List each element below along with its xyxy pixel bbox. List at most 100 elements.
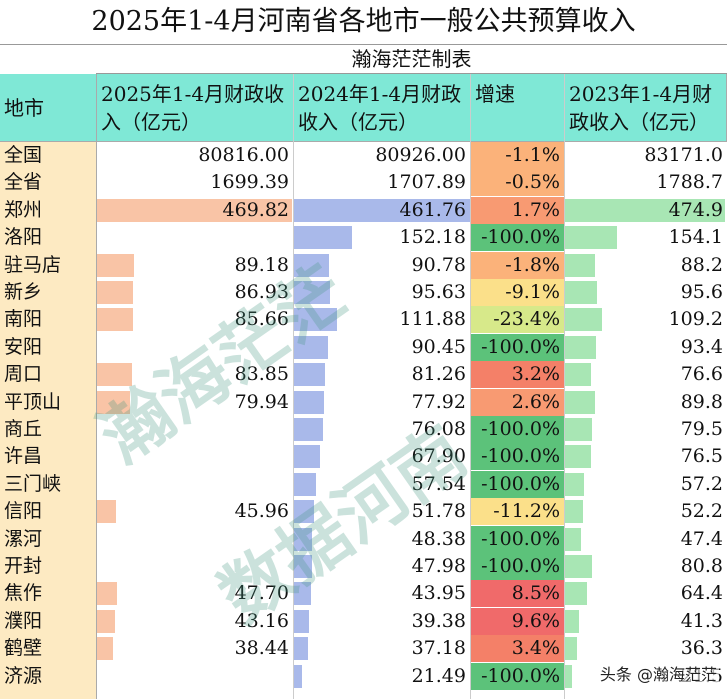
bar-2025	[97, 582, 117, 606]
rev2023-value: 41.3	[680, 609, 723, 632]
rev2024-value: 461.76	[399, 198, 466, 221]
growth-heat	[471, 443, 564, 471]
city-name: 濮阳	[4, 609, 43, 632]
table-row: 三门峡 57.54 -100.0% 57.2	[0, 470, 727, 498]
city-name: 驻马店	[4, 253, 62, 276]
rev2025-value: 38.44	[234, 637, 289, 660]
rev2025-value	[97, 334, 293, 361]
bar-2024	[294, 527, 313, 551]
rev2023-value: 93.4	[680, 335, 723, 358]
growth-value: 3.4%	[511, 637, 560, 660]
bar-2025	[97, 609, 115, 633]
rev2025-value: 1699.39	[210, 171, 289, 194]
rev2025-value	[97, 526, 293, 553]
table-row: 鹤壁 38.44 37.18 3.4% 36.3	[0, 635, 727, 663]
rev2024-value: 37.18	[411, 637, 466, 660]
growth-heat	[471, 498, 564, 526]
rev2023-value: 1788.7	[656, 171, 723, 194]
header-growth: 增速	[471, 74, 565, 142]
table-row: 全省 1699.39 1707.89 -0.5% 1788.7	[0, 169, 727, 197]
rev2024-value: 90.78	[411, 253, 466, 276]
rev2025-value	[97, 471, 293, 498]
growth-value: 2.6%	[511, 390, 560, 413]
growth-heat	[471, 251, 564, 279]
bar-2025	[97, 281, 134, 304]
bar-2025	[97, 637, 113, 661]
rev2023-value: 95.6	[680, 281, 723, 303]
bar-2024	[294, 609, 309, 633]
header-city: 地市	[0, 74, 97, 142]
header-rev2024: 2024年1-4月财政收入（亿元）	[294, 74, 471, 142]
bar-2024	[294, 664, 303, 688]
growth-value: 9.6%	[511, 609, 560, 632]
table-row: 新乡 86.93 95.63 -9.1% 95.6	[0, 279, 727, 306]
rev2023-value: 154.1	[668, 226, 723, 249]
rev2023-value: 88.2	[680, 253, 723, 276]
bar-2023	[565, 281, 598, 304]
bar-2023	[565, 582, 587, 606]
bar-2024	[294, 472, 316, 496]
city-name: 平顶山	[4, 390, 62, 413]
rev2024-value: 152.18	[399, 226, 466, 249]
city-name: 漯河	[4, 527, 43, 550]
growth-value: -100.0%	[481, 555, 560, 577]
rev2023-value: 64.4	[680, 582, 723, 605]
city-name: 安阳	[4, 335, 43, 358]
rev2024-value: 81.26	[411, 363, 466, 386]
growth-heat	[471, 224, 564, 252]
rev2024-value: 90.45	[411, 335, 466, 358]
column-divider	[470, 74, 471, 699]
bar-2025	[97, 253, 134, 277]
bar-2023	[565, 253, 595, 277]
bar-2024	[294, 335, 329, 359]
growth-heat	[471, 553, 564, 580]
city-name: 济源	[4, 664, 43, 687]
table-row: 安阳 90.45 -100.0% 93.4	[0, 333, 727, 361]
city-name: 全国	[4, 144, 43, 166]
rev2025-value: 469.82	[222, 198, 289, 221]
city-name: 新乡	[4, 281, 43, 303]
city-name: 开封	[4, 555, 43, 577]
bar-2024	[294, 198, 470, 222]
bar-2024	[294, 418, 323, 441]
table-row: 周口 83.85 81.26 3.2% 76.6	[0, 361, 727, 389]
table-row: 平顶山 79.94 77.92 2.6% 89.8	[0, 388, 727, 416]
header-rev2025: 2025年1-4月财政收入（亿元）	[97, 74, 294, 142]
rev2023-value: 89.8	[680, 390, 723, 413]
table-row: 漯河 48.38 -100.0% 47.4	[0, 525, 727, 553]
bar-2024	[294, 637, 309, 661]
growth-value: 8.5%	[511, 582, 560, 605]
rev2024-value: 51.78	[411, 500, 466, 523]
growth-heat	[471, 580, 564, 608]
city-name: 许昌	[4, 445, 43, 468]
rev2024-value: 77.92	[411, 390, 466, 413]
rev2025-value	[97, 663, 293, 690]
bar-2024	[294, 500, 314, 524]
table-title: 2025年1-4月河南省各地市一般公共预算收入	[0, 0, 727, 45]
column-divider	[293, 74, 294, 699]
growth-value: -100.0%	[481, 445, 560, 468]
table-row: 洛阳 152.18 -100.0% 154.1	[0, 224, 727, 252]
growth-value: -100.0%	[481, 418, 560, 440]
rev2025-value: 86.93	[234, 281, 289, 303]
growth-heat	[471, 416, 564, 443]
rev2023-value: 109.2	[668, 308, 723, 331]
city-name: 信阳	[4, 500, 43, 523]
city-name: 周口	[4, 363, 43, 386]
growth-value: -1.8%	[505, 253, 560, 276]
table-row: 全国 80816.00 80926.00 -1.1% 83171.0	[0, 142, 727, 169]
rev2024-value: 48.38	[411, 527, 466, 550]
growth-heat	[471, 525, 564, 553]
rev2024-value: 76.08	[411, 418, 466, 440]
rev2024-value: 47.98	[411, 555, 466, 577]
rev2024-value: 1707.89	[387, 171, 466, 194]
rev2024-value: 111.88	[399, 308, 466, 331]
header-rev2023: 2023年1-4月财政收入（亿元）	[565, 74, 727, 142]
bar-2023	[565, 363, 591, 387]
rev2023-value: 474.9	[668, 198, 723, 221]
growth-heat	[471, 635, 564, 663]
bar-2025	[97, 363, 132, 387]
bar-2023	[565, 637, 578, 661]
growth-value: -100.0%	[481, 335, 560, 358]
bar-2023	[565, 555, 593, 578]
